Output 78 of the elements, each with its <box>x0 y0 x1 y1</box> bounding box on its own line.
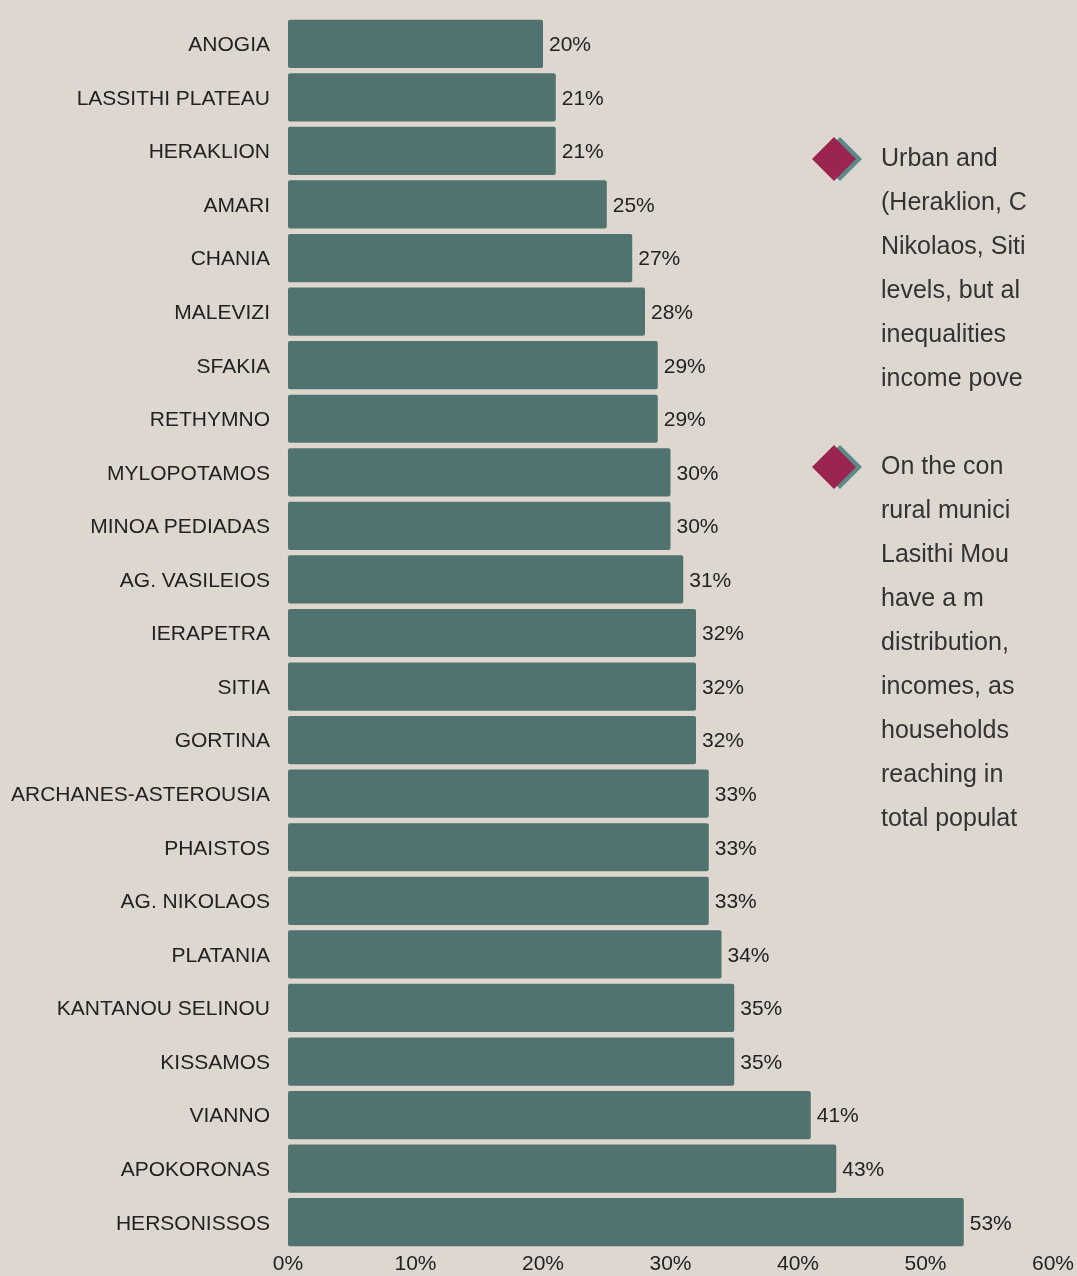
x-tick-label: 60% <box>1031 1251 1075 1274</box>
y-tick-label: GORTINA <box>174 728 270 752</box>
bar <box>288 769 709 818</box>
data-label: 30% <box>676 460 719 484</box>
bar <box>288 1037 735 1086</box>
bar <box>288 876 709 925</box>
y-tick-label: RETHYMNO <box>149 407 270 431</box>
bar <box>288 1144 837 1193</box>
y-tick-label: MYLOPOTAMOS <box>107 460 270 484</box>
y-tick-label: SITIA <box>217 674 270 698</box>
y-tick-label: HERAKLION <box>148 139 270 163</box>
bar <box>288 233 633 283</box>
bar <box>288 501 671 550</box>
data-label: 53% <box>969 1210 1012 1234</box>
data-label: 34% <box>727 942 770 966</box>
y-tick-label: AG. VASILEIOS <box>119 567 270 591</box>
y-tick-label: MINOA PEDIADAS <box>90 514 270 538</box>
y-tick-label: PLATANIA <box>171 942 270 966</box>
y-tick-label: KANTANOU SELINOU <box>56 996 270 1020</box>
x-tick-label: 50% <box>904 1251 947 1274</box>
y-tick-label: IERAPETRA <box>150 621 270 645</box>
bar <box>288 287 645 336</box>
bar <box>288 73 556 122</box>
data-label: 33% <box>714 889 757 913</box>
data-label: 20% <box>549 32 592 56</box>
y-tick-label: VIANNO <box>189 1103 270 1127</box>
annotation: Urban and (Heraklion, C Nikolaos, Siti levels, but al inequalities income pove <box>881 142 1027 391</box>
bar <box>288 823 709 872</box>
bar <box>288 716 696 765</box>
y-tick-label: PHAISTOS <box>164 835 270 859</box>
data-label: 32% <box>702 621 745 645</box>
data-label: 33% <box>714 835 757 859</box>
data-label: 33% <box>714 782 757 806</box>
bar <box>288 662 696 711</box>
x-tick-label: 0% <box>272 1251 304 1274</box>
bar <box>288 555 684 604</box>
y-tick-label: ARCHANES-ASTEROUSIA <box>10 782 270 806</box>
x-tick-label: 40% <box>776 1251 820 1274</box>
y-tick-label: AG. NIKOLAOS <box>120 889 270 913</box>
bar <box>288 930 722 979</box>
y-tick-label: AMARI <box>203 192 270 216</box>
data-label: 32% <box>702 728 745 752</box>
data-label: 29% <box>663 353 706 377</box>
x-tick-label: 20% <box>521 1251 565 1274</box>
data-label: 35% <box>740 1049 783 1073</box>
y-tick-label: MALEVIZI <box>174 299 270 323</box>
data-label: 32% <box>702 674 745 698</box>
x-tick-label: 10% <box>394 1251 437 1274</box>
data-label: 43% <box>842 1157 885 1180</box>
bar <box>288 19 543 68</box>
bar <box>288 394 658 443</box>
y-tick-label: LASSITHI PLATEAU <box>76 85 270 109</box>
bar <box>288 1198 964 1247</box>
y-tick-label: CHANIA <box>190 246 270 270</box>
x-tick-label: 30% <box>649 1251 692 1274</box>
data-label: 27% <box>638 246 681 270</box>
text: On the con rural munici Lasithi Mou have a m distribution, incomes, as households reaching in total populat <box>881 450 1018 831</box>
bar <box>288 448 671 497</box>
data-label: 21% <box>561 139 604 163</box>
y-tick-label: ANOGIA <box>188 32 270 56</box>
bar <box>288 1090 811 1140</box>
y-tick-label: HERSONISSOS <box>115 1210 270 1234</box>
y-tick-label: SFAKIA <box>196 353 270 377</box>
bar <box>288 608 696 658</box>
bar <box>288 341 658 390</box>
data-label: 29% <box>663 407 706 431</box>
y-tick-label: KISSAMOS <box>160 1049 270 1073</box>
data-label: 35% <box>740 996 783 1020</box>
data-label: 25% <box>612 192 655 216</box>
y-tick-label: APOKORONAS <box>120 1157 270 1180</box>
data-label: 41% <box>816 1103 859 1127</box>
bar <box>288 180 607 229</box>
bar <box>288 983 735 1033</box>
data-label: 30% <box>676 514 719 538</box>
data-label: 28% <box>651 299 694 323</box>
bar <box>288 126 556 176</box>
data-label: 21% <box>561 85 604 109</box>
data-label: 31% <box>689 567 732 591</box>
